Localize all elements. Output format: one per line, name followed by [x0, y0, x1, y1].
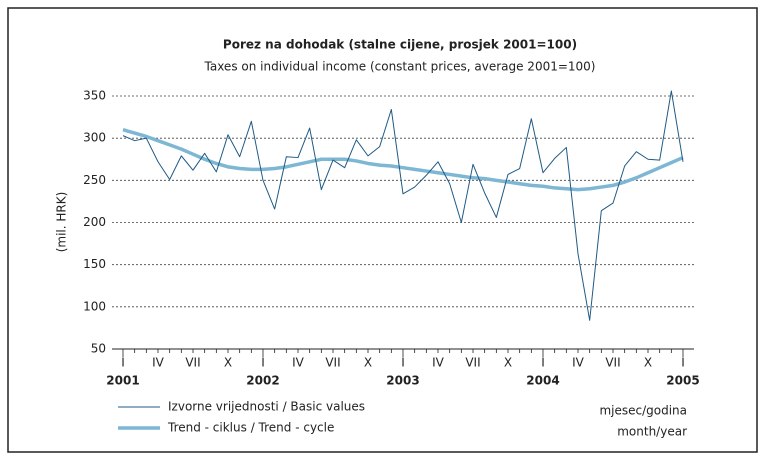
chart-subtitle: Taxes on individual income (constant pri…	[204, 60, 596, 74]
x-axis-label-en: month/year	[617, 425, 687, 439]
chart-title: Porez na dohodak (stalne cijene, prosjek…	[223, 38, 577, 52]
x-tick-label: I	[261, 356, 265, 370]
x-tick-label: I	[681, 356, 685, 370]
x-tick-label: IV	[432, 356, 445, 370]
series-line	[122, 90, 684, 321]
y-tick-label: 300	[83, 131, 106, 145]
legend-label: Trend - ciklus / Trend - cycle	[167, 421, 334, 435]
year-label: 2004	[526, 374, 559, 388]
x-tick-label: X	[644, 356, 652, 370]
x-tick-label: VII	[185, 356, 200, 370]
x-tick-label: VII	[325, 356, 340, 370]
x-tick-label: IV	[572, 356, 585, 370]
y-tick-label: 50	[91, 342, 106, 356]
x-tick-label: IV	[152, 356, 165, 370]
y-axis-label: (mil. HRK)	[55, 192, 69, 253]
x-tick-label: I	[401, 356, 405, 370]
legend-label: Izvorne vrijednosti / Basic values	[168, 400, 365, 414]
year-label: 2001	[106, 374, 139, 388]
year-label: 2002	[246, 374, 279, 388]
x-tick-label: VII	[465, 356, 480, 370]
series-line	[122, 128, 684, 192]
x-tick-label: VII	[605, 356, 620, 370]
frame	[7, 7, 758, 453]
x-axis-label: mjesec/godina	[599, 404, 687, 418]
y-tick-label: 150	[83, 257, 106, 271]
x-tick-label: I	[541, 356, 545, 370]
year-label: 2005	[666, 374, 699, 388]
x-tick-label: IV	[292, 356, 305, 370]
y-tick-label: 250	[83, 173, 106, 187]
x-tick-label: X	[224, 356, 232, 370]
year-label: 2003	[386, 374, 419, 388]
x-tick-label: X	[504, 356, 512, 370]
x-tick-label: X	[364, 356, 372, 370]
x-tick-label: I	[121, 356, 125, 370]
y-tick-label: 350	[83, 89, 106, 103]
y-tick-label: 200	[83, 215, 106, 229]
y-tick-label: 100	[83, 299, 106, 313]
